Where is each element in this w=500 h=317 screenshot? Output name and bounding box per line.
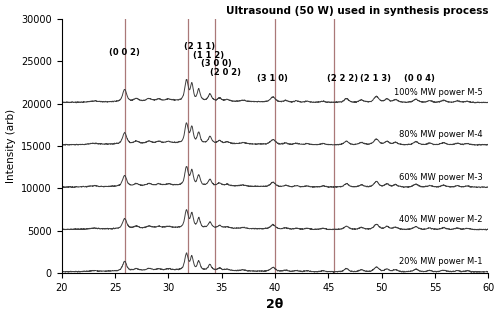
Text: Ultrasound (50 W) used in synthesis process: Ultrasound (50 W) used in synthesis proc…: [226, 6, 488, 16]
Text: (0 0 4): (0 0 4): [404, 74, 434, 83]
Text: 60% MW power M-3: 60% MW power M-3: [399, 173, 483, 182]
Text: (0 0 2): (0 0 2): [109, 48, 140, 57]
Y-axis label: Intensity (arb): Intensity (arb): [6, 109, 16, 183]
X-axis label: 2θ: 2θ: [266, 298, 283, 311]
Text: 100% MW power M-5: 100% MW power M-5: [394, 88, 483, 97]
Text: (3 0 0): (3 0 0): [202, 59, 232, 68]
Text: (2 0 2): (2 0 2): [210, 68, 241, 77]
Text: (2 1 1): (2 1 1): [184, 42, 216, 51]
Text: (2 1 3): (2 1 3): [360, 74, 391, 83]
Text: (3 1 0): (3 1 0): [258, 74, 288, 83]
Text: (2 2 2): (2 2 2): [326, 74, 358, 83]
Text: 40% MW power M-2: 40% MW power M-2: [400, 215, 483, 224]
Text: 80% MW power M-4: 80% MW power M-4: [400, 130, 483, 139]
Text: 20% MW power M-1: 20% MW power M-1: [400, 257, 483, 266]
Text: (1 1 2): (1 1 2): [193, 51, 224, 60]
